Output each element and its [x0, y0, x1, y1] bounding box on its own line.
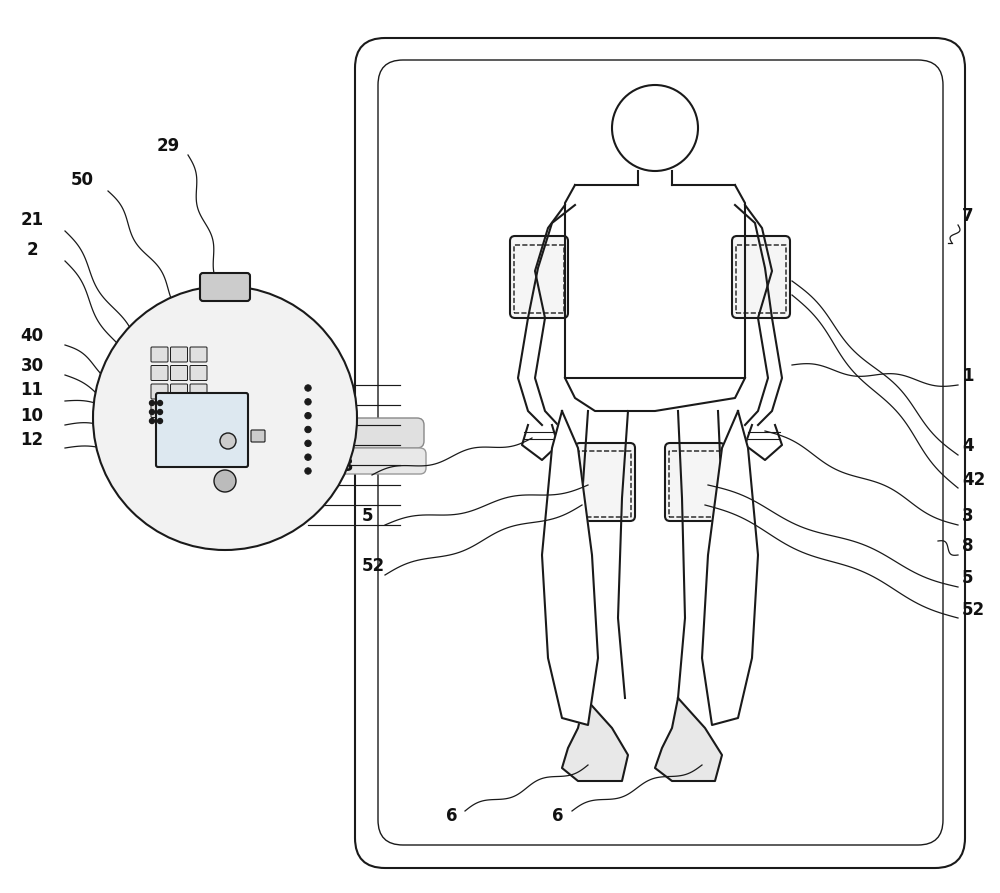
- FancyBboxPatch shape: [252, 448, 426, 474]
- Text: 5: 5: [362, 507, 374, 525]
- Circle shape: [158, 419, 162, 423]
- FancyBboxPatch shape: [510, 236, 568, 318]
- Text: 42: 42: [962, 471, 985, 489]
- FancyBboxPatch shape: [251, 430, 265, 442]
- Text: 6: 6: [446, 807, 458, 825]
- FancyBboxPatch shape: [156, 393, 248, 467]
- Text: 30: 30: [20, 357, 44, 375]
- Text: 29: 29: [156, 137, 180, 155]
- FancyBboxPatch shape: [235, 418, 424, 448]
- Circle shape: [305, 398, 311, 405]
- Text: 2: 2: [26, 241, 38, 259]
- Circle shape: [305, 440, 311, 446]
- Text: 3: 3: [962, 507, 974, 525]
- Polygon shape: [702, 411, 758, 725]
- Circle shape: [252, 455, 264, 467]
- Circle shape: [93, 286, 357, 550]
- FancyBboxPatch shape: [665, 443, 725, 521]
- FancyBboxPatch shape: [190, 347, 207, 362]
- Text: 3: 3: [342, 457, 354, 475]
- Circle shape: [150, 410, 154, 414]
- Circle shape: [612, 85, 698, 171]
- Text: 11: 11: [20, 381, 44, 399]
- FancyBboxPatch shape: [355, 38, 965, 868]
- Circle shape: [158, 400, 162, 405]
- Circle shape: [305, 413, 311, 419]
- FancyBboxPatch shape: [151, 384, 168, 399]
- Text: 1: 1: [962, 367, 973, 385]
- FancyBboxPatch shape: [151, 403, 168, 418]
- Text: 6: 6: [552, 807, 564, 825]
- Polygon shape: [655, 698, 722, 781]
- Circle shape: [305, 385, 311, 391]
- FancyBboxPatch shape: [170, 384, 188, 399]
- Polygon shape: [562, 698, 628, 781]
- Text: 12: 12: [20, 431, 44, 449]
- Circle shape: [305, 468, 311, 474]
- Text: 52: 52: [362, 557, 385, 575]
- FancyBboxPatch shape: [170, 403, 188, 418]
- Circle shape: [150, 400, 154, 405]
- FancyBboxPatch shape: [190, 365, 207, 380]
- Circle shape: [214, 470, 236, 492]
- Circle shape: [220, 433, 236, 449]
- Circle shape: [305, 454, 311, 461]
- Text: 50: 50: [70, 171, 94, 189]
- Circle shape: [305, 426, 311, 433]
- FancyBboxPatch shape: [200, 273, 250, 301]
- Text: 5: 5: [962, 569, 973, 587]
- Polygon shape: [542, 411, 598, 725]
- FancyBboxPatch shape: [575, 443, 635, 521]
- FancyBboxPatch shape: [151, 365, 168, 380]
- Text: 8: 8: [962, 537, 973, 555]
- FancyBboxPatch shape: [170, 347, 188, 362]
- Text: 4: 4: [962, 437, 974, 455]
- Circle shape: [150, 419, 154, 423]
- Text: 52: 52: [962, 601, 985, 619]
- Text: 7: 7: [962, 207, 974, 225]
- Circle shape: [158, 410, 162, 414]
- FancyBboxPatch shape: [190, 403, 207, 418]
- FancyBboxPatch shape: [190, 384, 207, 399]
- Ellipse shape: [158, 466, 292, 504]
- Text: 40: 40: [20, 327, 44, 345]
- FancyBboxPatch shape: [732, 236, 790, 318]
- FancyBboxPatch shape: [170, 365, 188, 380]
- Text: 10: 10: [20, 407, 44, 425]
- FancyBboxPatch shape: [151, 347, 168, 362]
- Text: 21: 21: [20, 211, 44, 229]
